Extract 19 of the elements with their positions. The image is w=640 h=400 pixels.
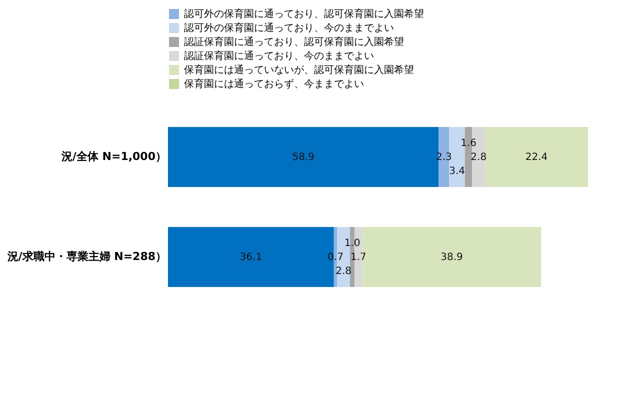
data-label: 36.1 xyxy=(240,252,262,263)
legend-label: 認証保育園に通っており、認可保育園に入園希望 xyxy=(184,36,404,48)
legend-label: 認証保育園に通っており、今のままでよい xyxy=(184,50,374,62)
legend-label: 保育園には通っていないが、認可保育園に入園希望 xyxy=(184,64,414,76)
legend-label: 保育園には通っておらず、今ままでよい xyxy=(184,78,364,90)
data-label: 1.7 xyxy=(350,252,366,263)
data-label: 22.4 xyxy=(525,152,548,163)
data-label: 38.9 xyxy=(440,252,463,263)
data-label: 1.0 xyxy=(344,238,360,249)
y-tick-label: 況/求職中・専業主婦 N=288） xyxy=(6,250,166,263)
data-label: 2.8 xyxy=(336,266,352,277)
y-tick-label: 況/全体 N=1,000） xyxy=(60,150,166,163)
data-label: 58.9 xyxy=(292,152,314,163)
legend-label: 認可外の保育園に通っており、今のままでよい xyxy=(184,22,394,34)
data-label: 3.4 xyxy=(449,166,465,177)
bar xyxy=(485,127,588,187)
legend-label: 認可外の保育園に通っており、認可保育園に入園希望 xyxy=(184,8,424,20)
data-label: 1.6 xyxy=(460,138,476,149)
data-label: 2.8 xyxy=(470,152,487,163)
